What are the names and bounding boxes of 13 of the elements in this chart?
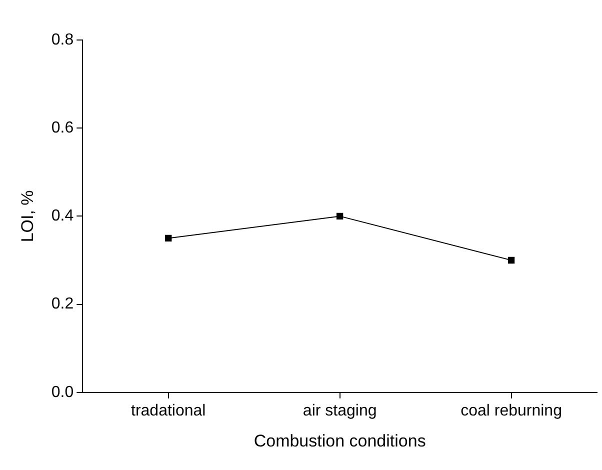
x-tick-label: tradational	[131, 402, 206, 420]
y-tick-label: 0.6	[51, 120, 74, 137]
y-tick-label: 0.8	[51, 31, 74, 48]
y-axis-title: LOI, %	[18, 190, 37, 242]
y-tick-label: 0.4	[51, 208, 74, 225]
y-tick-label: 0.0	[51, 384, 74, 401]
x-tick-label: air staging	[302, 402, 377, 420]
x-tick-label: coal reburning	[460, 402, 562, 420]
point	[165, 234, 172, 242]
point	[508, 256, 515, 264]
y-tick-label: 0.2	[51, 296, 74, 313]
x-axis-title: Combustion conditions	[254, 431, 426, 450]
point	[336, 212, 344, 220]
